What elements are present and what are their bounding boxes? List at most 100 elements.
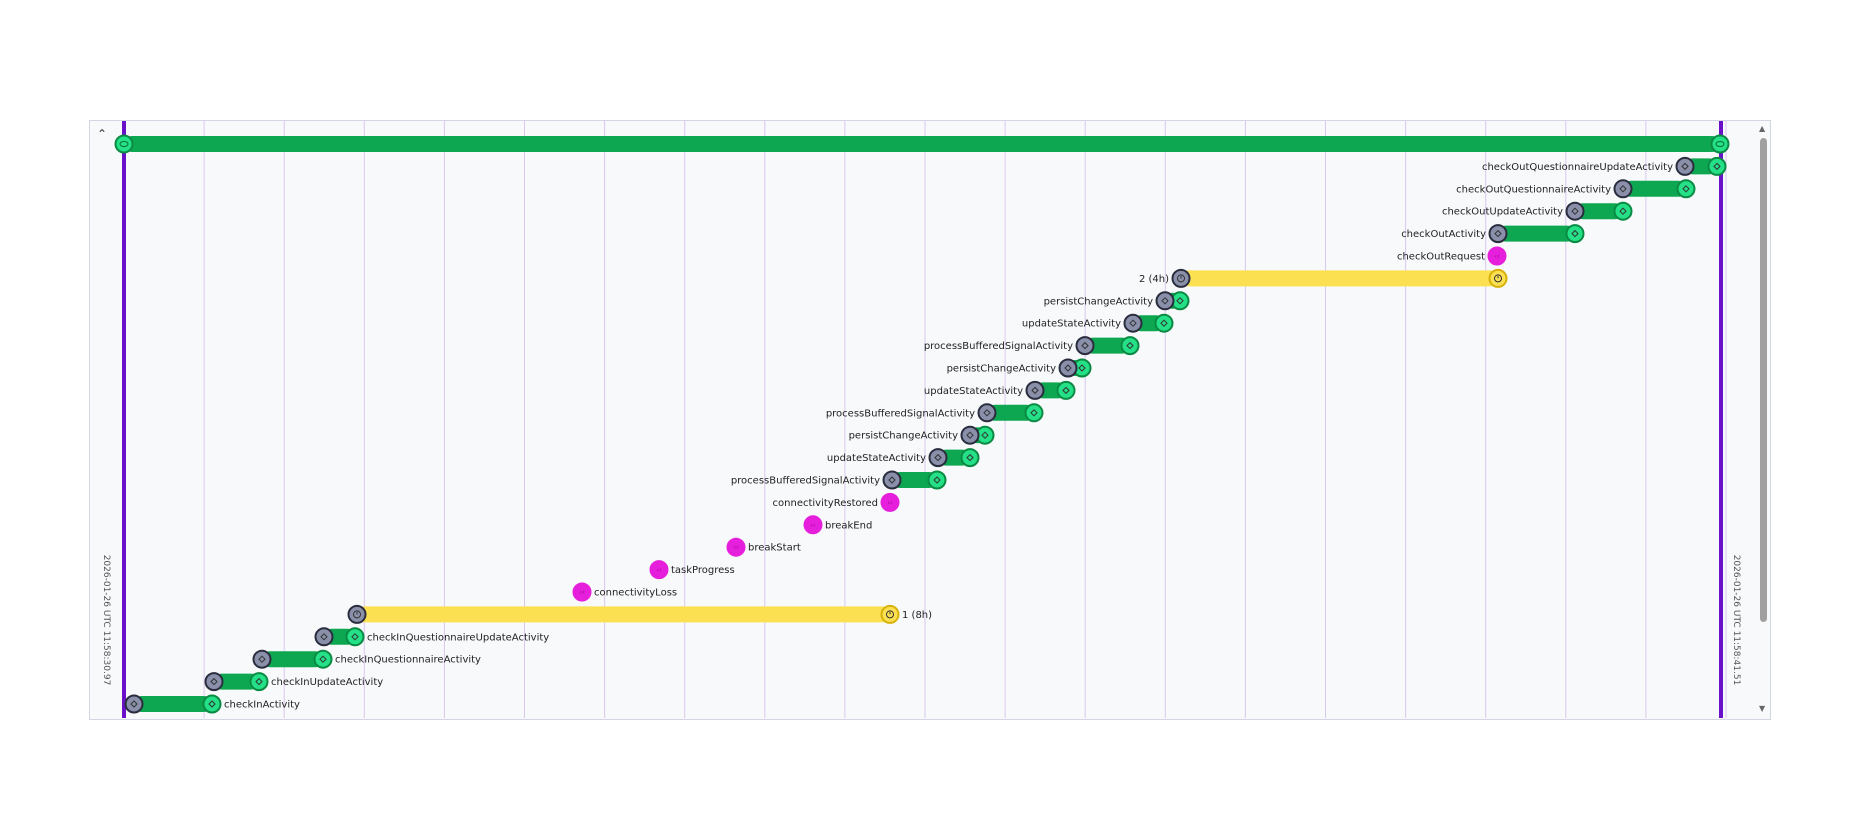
activity-end-marker[interactable] xyxy=(960,448,980,468)
timer-bar[interactable] xyxy=(357,606,890,623)
diamond-icon xyxy=(1129,319,1137,327)
workflow-bar[interactable] xyxy=(124,136,1720,152)
diamond-icon xyxy=(1126,341,1134,350)
activity-bar[interactable] xyxy=(134,696,212,712)
signal-marker[interactable] xyxy=(1487,246,1507,266)
activity-end-marker[interactable] xyxy=(313,649,333,669)
activity-start-marker[interactable] xyxy=(124,694,144,714)
collapse-chevron-icon[interactable]: ⌃ xyxy=(96,127,108,141)
activity-label: checkOutUpdateActivity xyxy=(1442,207,1563,218)
activity-start-marker[interactable] xyxy=(928,448,948,468)
activity-bar[interactable] xyxy=(1623,180,1686,197)
diamond-icon xyxy=(933,476,941,484)
activity-label: checkInActivity xyxy=(224,700,300,711)
diamond-icon xyxy=(1176,297,1184,305)
signal-label: connectivityLoss xyxy=(594,588,677,599)
activity-label: processBufferedSignalActivity xyxy=(826,408,975,419)
activity-end-marker[interactable] xyxy=(1565,224,1585,244)
timer-bar[interactable] xyxy=(1181,270,1498,287)
diamond-icon xyxy=(319,655,327,663)
diamond-icon xyxy=(966,431,974,439)
timer-icon xyxy=(1177,274,1185,283)
diamond-icon xyxy=(1681,162,1689,171)
activity-end-marker[interactable] xyxy=(1024,403,1044,423)
signal-marker[interactable] xyxy=(572,582,592,602)
activity-bar[interactable] xyxy=(1498,225,1575,242)
activity-end-marker[interactable] xyxy=(927,470,947,490)
signal-marker[interactable] xyxy=(803,515,823,535)
activity-end-marker[interactable] xyxy=(249,672,269,692)
diamond-icon xyxy=(934,453,942,462)
workflow-end-marker[interactable] xyxy=(1710,134,1730,154)
vertical-scrollbar-thumb[interactable] xyxy=(1760,138,1767,622)
signal-dots-icon: ‹‹ xyxy=(887,499,893,507)
activity-start-marker[interactable] xyxy=(1025,380,1045,400)
diamond-icon xyxy=(351,633,359,641)
activity-start-marker[interactable] xyxy=(1613,179,1633,199)
diamond-icon xyxy=(1494,229,1502,238)
activity-end-marker[interactable] xyxy=(1120,336,1140,356)
signal-label: breakStart xyxy=(748,543,801,554)
activity-label: checkOutQuestionnaireUpdateActivity xyxy=(1482,162,1673,173)
scroll-up-icon[interactable]: ▲ xyxy=(1759,124,1766,133)
signal-marker[interactable] xyxy=(649,560,669,580)
signal-marker[interactable] xyxy=(880,492,900,512)
diamond-icon xyxy=(1030,409,1038,417)
activity-start-marker[interactable] xyxy=(960,425,980,445)
timer-label: 1 (8h) xyxy=(902,610,932,621)
activity-label: persistChangeActivity xyxy=(947,364,1056,375)
activity-start-marker[interactable] xyxy=(1488,224,1508,244)
diamond-icon xyxy=(1682,185,1690,193)
activity-start-marker[interactable] xyxy=(977,403,997,423)
diamond-icon xyxy=(208,700,216,708)
activity-bar[interactable] xyxy=(1575,203,1623,220)
activity-start-marker[interactable] xyxy=(1675,156,1695,176)
activity-label: processBufferedSignalActivity xyxy=(924,341,1073,352)
diamond-icon xyxy=(258,655,266,663)
activity-end-marker[interactable] xyxy=(202,694,222,714)
diamond-icon xyxy=(255,677,263,686)
activity-label: persistChangeActivity xyxy=(1044,296,1153,307)
activity-start-marker[interactable] xyxy=(1058,358,1078,378)
activity-bar[interactable] xyxy=(1085,337,1130,354)
timer-label: 2 (4h) xyxy=(1139,274,1169,285)
activity-start-marker[interactable] xyxy=(314,627,334,647)
signal-marker[interactable] xyxy=(726,537,746,557)
signal-label: taskProgress xyxy=(671,565,735,576)
workflow-start-marker[interactable] xyxy=(114,134,134,154)
activity-start-marker[interactable] xyxy=(1565,201,1585,221)
activity-start-marker[interactable] xyxy=(252,649,272,669)
activity-end-marker[interactable] xyxy=(1056,380,1076,400)
activity-start-marker[interactable] xyxy=(1123,313,1143,333)
activity-label: checkInUpdateActivity xyxy=(271,677,383,688)
activity-start-marker[interactable] xyxy=(1155,291,1175,311)
activity-end-marker[interactable] xyxy=(1154,313,1174,333)
activity-end-marker[interactable] xyxy=(1707,156,1727,176)
diamond-icon xyxy=(983,409,991,417)
activity-end-marker[interactable] xyxy=(345,627,365,647)
activity-end-marker[interactable] xyxy=(1613,201,1633,221)
activity-start-marker[interactable] xyxy=(1075,336,1095,356)
diamond-icon xyxy=(1713,162,1721,171)
activity-start-marker[interactable] xyxy=(882,470,902,490)
activity-label: persistChangeActivity xyxy=(849,431,958,442)
activity-bar[interactable] xyxy=(892,472,937,488)
activity-bar[interactable] xyxy=(262,651,323,668)
signal-dots-icon: ‹‹ xyxy=(810,521,816,529)
activity-bar[interactable] xyxy=(214,673,259,690)
diamond-icon xyxy=(888,476,896,484)
diamond-icon xyxy=(1064,364,1072,372)
scroll-down-icon[interactable]: ▼ xyxy=(1759,704,1766,713)
activity-start-marker[interactable] xyxy=(204,672,224,692)
diamond-icon xyxy=(130,700,138,708)
diamond-icon xyxy=(1062,386,1070,395)
diamond-icon xyxy=(1160,319,1168,327)
activity-label: checkOutActivity xyxy=(1401,229,1486,240)
activity-bar[interactable] xyxy=(987,404,1034,421)
diamond-icon xyxy=(981,431,989,439)
activity-end-marker[interactable] xyxy=(1676,179,1696,199)
signal-label: connectivityRestored xyxy=(773,498,878,509)
activity-label: updateStateActivity xyxy=(1022,319,1121,330)
diamond-icon xyxy=(1031,386,1039,395)
